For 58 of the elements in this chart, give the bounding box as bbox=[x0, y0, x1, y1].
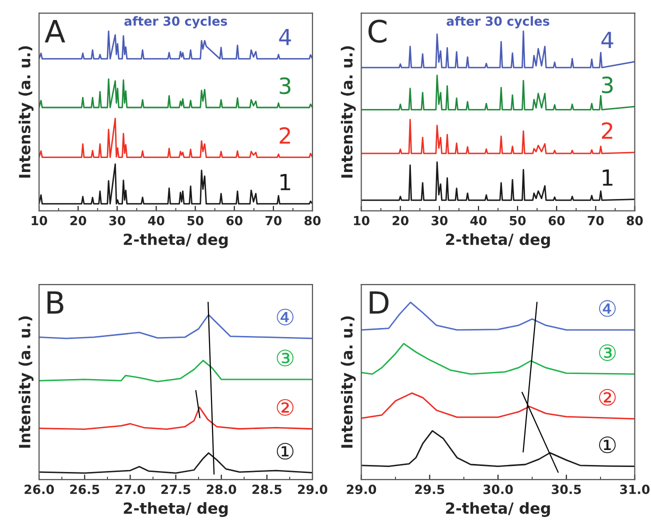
x-tick-label: 40 bbox=[148, 216, 164, 226]
y-axis-title: Intensity (a. u.) bbox=[18, 316, 34, 448]
x-tick-label: 30 bbox=[432, 216, 448, 226]
x-tick-label: 10 bbox=[354, 216, 370, 226]
x-tick-label: 27.0 bbox=[116, 484, 146, 494]
series-label: 2 bbox=[280, 127, 290, 144]
series-label: 3 bbox=[280, 77, 290, 94]
y-axis-title: Intensity (a. u.) bbox=[18, 46, 34, 178]
text: after 30 cycles bbox=[124, 16, 228, 28]
x-tick-label: 29.5 bbox=[415, 484, 444, 494]
x-tick-label: 30.0 bbox=[483, 484, 513, 494]
series-label: 4 bbox=[601, 32, 614, 48]
x-tick-label: 50 bbox=[510, 216, 526, 226]
series-label: ② bbox=[276, 399, 294, 416]
text: after 30 cycles bbox=[446, 16, 550, 28]
x-tick-label: 80 bbox=[304, 216, 321, 226]
x-axis-title: 2-theta/ deg bbox=[124, 502, 228, 517]
y-axis-title: Intensity (a. u.) bbox=[340, 46, 356, 178]
x-axis-title: 2-theta/ deg bbox=[446, 233, 550, 248]
x-tick-label: 60 bbox=[226, 216, 242, 226]
x-tick-label: 20 bbox=[392, 216, 408, 226]
annotation: C bbox=[368, 20, 386, 43]
series-label: ④ bbox=[599, 300, 616, 317]
series-label: ④ bbox=[276, 308, 294, 326]
series-label: 1 bbox=[602, 169, 612, 186]
annotation: D bbox=[370, 291, 388, 314]
x-tick-label: 50 bbox=[188, 216, 204, 226]
x-tick-label: 10 bbox=[32, 216, 48, 226]
x-tick-label: 28.5 bbox=[252, 484, 282, 494]
x-tick-label: 20 bbox=[70, 216, 86, 226]
x-tick-label: 80 bbox=[626, 216, 643, 226]
x-tick-label: 70 bbox=[588, 216, 604, 226]
series-label: ③ bbox=[276, 350, 294, 366]
series-label: ① bbox=[599, 436, 616, 454]
x-tick-label: 70 bbox=[266, 216, 282, 226]
x-tick-label: 30.5 bbox=[552, 484, 581, 494]
x-axis-title: 2-theta/ deg bbox=[446, 502, 550, 517]
x-tick-label: 60 bbox=[548, 216, 565, 226]
x-tick-label: 30 bbox=[109, 216, 126, 226]
series-label: 4 bbox=[279, 28, 291, 46]
series-label: 3 bbox=[602, 76, 613, 94]
x-tick-label: 26.5 bbox=[70, 484, 100, 494]
x-tick-label: 27.5 bbox=[161, 484, 190, 494]
series-label: ① bbox=[276, 442, 294, 460]
annotation: A bbox=[44, 20, 66, 42]
annotation: B bbox=[48, 291, 64, 314]
series-label: ③ bbox=[599, 344, 616, 361]
x-tick-label: 29.0 bbox=[346, 484, 376, 494]
series-label: 1 bbox=[280, 174, 290, 190]
x-axis-title: 2-theta/ deg bbox=[124, 233, 228, 248]
x-tick-label: 28.0 bbox=[206, 484, 236, 494]
series-label: 2 bbox=[602, 122, 612, 139]
series-label: ② bbox=[599, 388, 616, 406]
x-tick-label: 26.0 bbox=[24, 484, 54, 494]
x-tick-label: 40 bbox=[470, 216, 487, 226]
x-tick-label: 31.0 bbox=[620, 484, 650, 494]
y-axis-title: Intensity (a. u.) bbox=[340, 316, 356, 448]
x-tick-label: 29.0 bbox=[298, 484, 328, 494]
